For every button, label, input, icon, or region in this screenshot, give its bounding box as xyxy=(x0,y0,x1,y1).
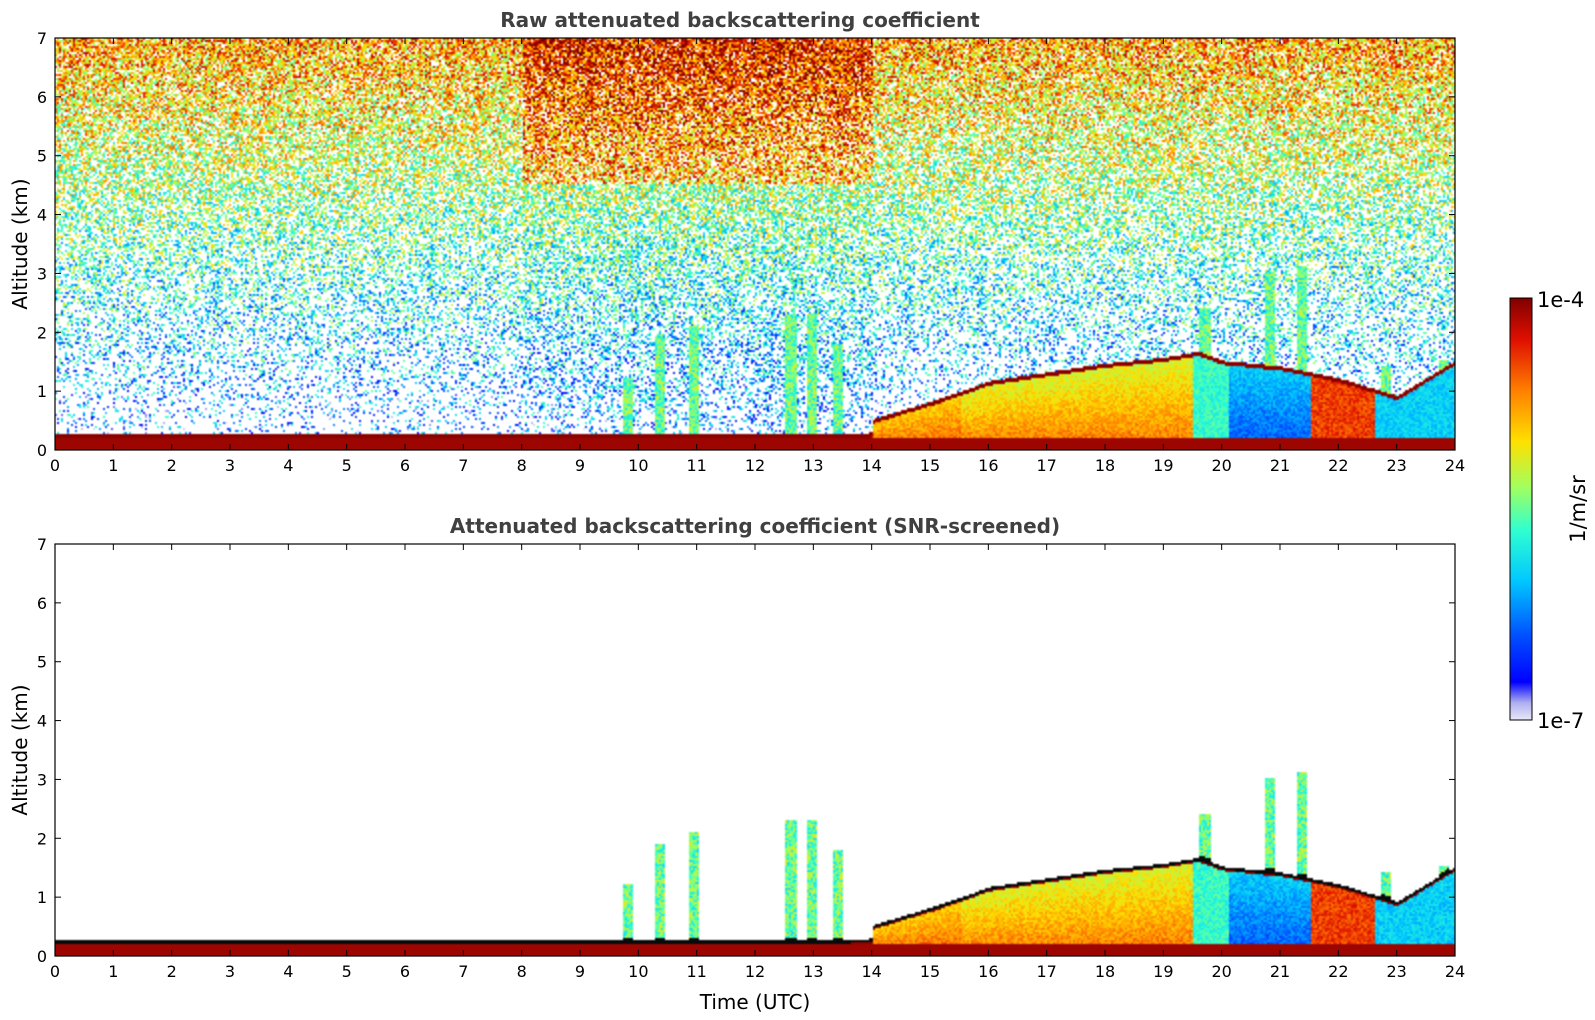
x-tick-label: 2 xyxy=(167,456,177,475)
x-tick-label: 9 xyxy=(575,456,585,475)
panel1-y-label: Altitude (km) xyxy=(8,178,32,309)
panel2-x-label: Time (UTC) xyxy=(699,990,811,1014)
y-tick-label: 2 xyxy=(37,323,47,342)
x-tick-label: 23 xyxy=(1386,962,1406,981)
panel2-title: Attenuated backscattering coefficient (S… xyxy=(450,514,1060,538)
x-tick-label: 12 xyxy=(745,456,765,475)
x-tick-label: 0 xyxy=(50,962,60,981)
panel2-y-axis: 0 1 2 3 4 5 6 7 xyxy=(37,535,1455,966)
panel1-heatmap xyxy=(55,38,1455,450)
x-tick-label: 16 xyxy=(978,456,998,475)
x-tick-label: 18 xyxy=(1095,456,1115,475)
panel1-heatmap-image xyxy=(55,38,1455,450)
x-tick-label: 7 xyxy=(458,962,468,981)
x-tick-label: 14 xyxy=(861,456,881,475)
x-tick-label: 13 xyxy=(803,456,823,475)
colorbar-min-label: 1e-7 xyxy=(1537,709,1584,733)
x-tick-label: 15 xyxy=(920,456,940,475)
y-tick-label: 1 xyxy=(37,888,47,907)
x-tick-label: 23 xyxy=(1386,456,1406,475)
colorbar-max-label: 1e-4 xyxy=(1537,288,1584,312)
y-tick-label: 7 xyxy=(37,535,47,554)
x-tick-label: 10 xyxy=(628,456,648,475)
x-tick-label: 3 xyxy=(225,962,235,981)
y-tick-label: 3 xyxy=(37,264,47,283)
x-tick-label: 11 xyxy=(686,456,706,475)
y-tick-label: 0 xyxy=(37,441,47,460)
raw-backscatter-panel: Raw attenuated backscattering coefficien… xyxy=(8,8,1465,475)
x-tick-label: 22 xyxy=(1328,456,1348,475)
x-tick-label: 6 xyxy=(400,962,410,981)
panel2-heatmap-image xyxy=(55,544,1455,956)
y-tick-label: 0 xyxy=(37,947,47,966)
x-tick-label: 19 xyxy=(1153,456,1173,475)
x-tick-label: 8 xyxy=(517,456,527,475)
y-tick-label: 6 xyxy=(37,594,47,613)
y-tick-label: 1 xyxy=(37,382,47,401)
x-tick-label: 11 xyxy=(686,962,706,981)
y-tick-label: 4 xyxy=(37,206,47,225)
x-tick-label: 15 xyxy=(920,962,940,981)
y-tick-label: 3 xyxy=(37,770,47,789)
y-tick-label: 5 xyxy=(37,147,47,166)
x-tick-label: 17 xyxy=(1036,962,1056,981)
x-tick-label: 10 xyxy=(628,962,648,981)
panel1-x-axis: 0 1 2 3 4 5 6 7 8 9 10 11 12 13 14 15 16 17 18 19 20 21 22 23 24 xyxy=(50,38,1465,475)
x-tick-label: 7 xyxy=(458,456,468,475)
x-tick-label: 13 xyxy=(803,962,823,981)
panel2-x-axis: 0 1 2 3 4 5 6 7 8 9 10 11 12 13 14 15 16 17 18 19 20 21 22 23 24 xyxy=(50,544,1465,981)
panel1-y-axis: 0 1 2 3 4 5 6 7 xyxy=(37,29,1455,460)
x-tick-label: 1 xyxy=(108,456,118,475)
x-tick-label: 17 xyxy=(1036,456,1056,475)
x-tick-label: 9 xyxy=(575,962,585,981)
x-tick-label: 3 xyxy=(225,456,235,475)
x-tick-label: 21 xyxy=(1270,456,1290,475)
x-tick-label: 24 xyxy=(1445,962,1465,981)
x-tick-label: 20 xyxy=(1211,456,1231,475)
x-tick-label: 24 xyxy=(1445,456,1465,475)
x-tick-label: 5 xyxy=(342,456,352,475)
panel1-title: Raw attenuated backscattering coefficien… xyxy=(500,8,980,32)
y-tick-label: 5 xyxy=(37,653,47,672)
snr-screened-panel: Attenuated backscattering coefficient (S… xyxy=(8,514,1465,1014)
x-tick-label: 12 xyxy=(745,962,765,981)
x-tick-label: 6 xyxy=(400,456,410,475)
x-tick-label: 4 xyxy=(283,962,293,981)
x-tick-label: 20 xyxy=(1211,962,1231,981)
x-tick-label: 21 xyxy=(1270,962,1290,981)
colorbar: 1e-4 1e-7 1/m/sr xyxy=(1509,288,1590,733)
x-tick-label: 2 xyxy=(167,962,177,981)
colorbar-unit-label: 1/m/sr xyxy=(1566,475,1590,543)
x-tick-label: 0 xyxy=(50,456,60,475)
y-tick-label: 2 xyxy=(37,829,47,848)
x-tick-label: 18 xyxy=(1095,962,1115,981)
y-tick-label: 6 xyxy=(37,88,47,107)
x-tick-label: 8 xyxy=(517,962,527,981)
x-tick-label: 22 xyxy=(1328,962,1348,981)
y-tick-label: 4 xyxy=(37,712,47,731)
y-tick-label: 7 xyxy=(37,29,47,48)
x-tick-label: 4 xyxy=(283,456,293,475)
x-tick-label: 19 xyxy=(1153,962,1173,981)
panel2-heatmap xyxy=(55,544,1455,956)
x-tick-label: 16 xyxy=(978,962,998,981)
x-tick-label: 1 xyxy=(108,962,118,981)
x-tick-label: 5 xyxy=(342,962,352,981)
panel2-y-label: Altitude (km) xyxy=(8,684,32,815)
x-tick-label: 14 xyxy=(861,962,881,981)
colorbar-gradient xyxy=(1509,297,1533,721)
